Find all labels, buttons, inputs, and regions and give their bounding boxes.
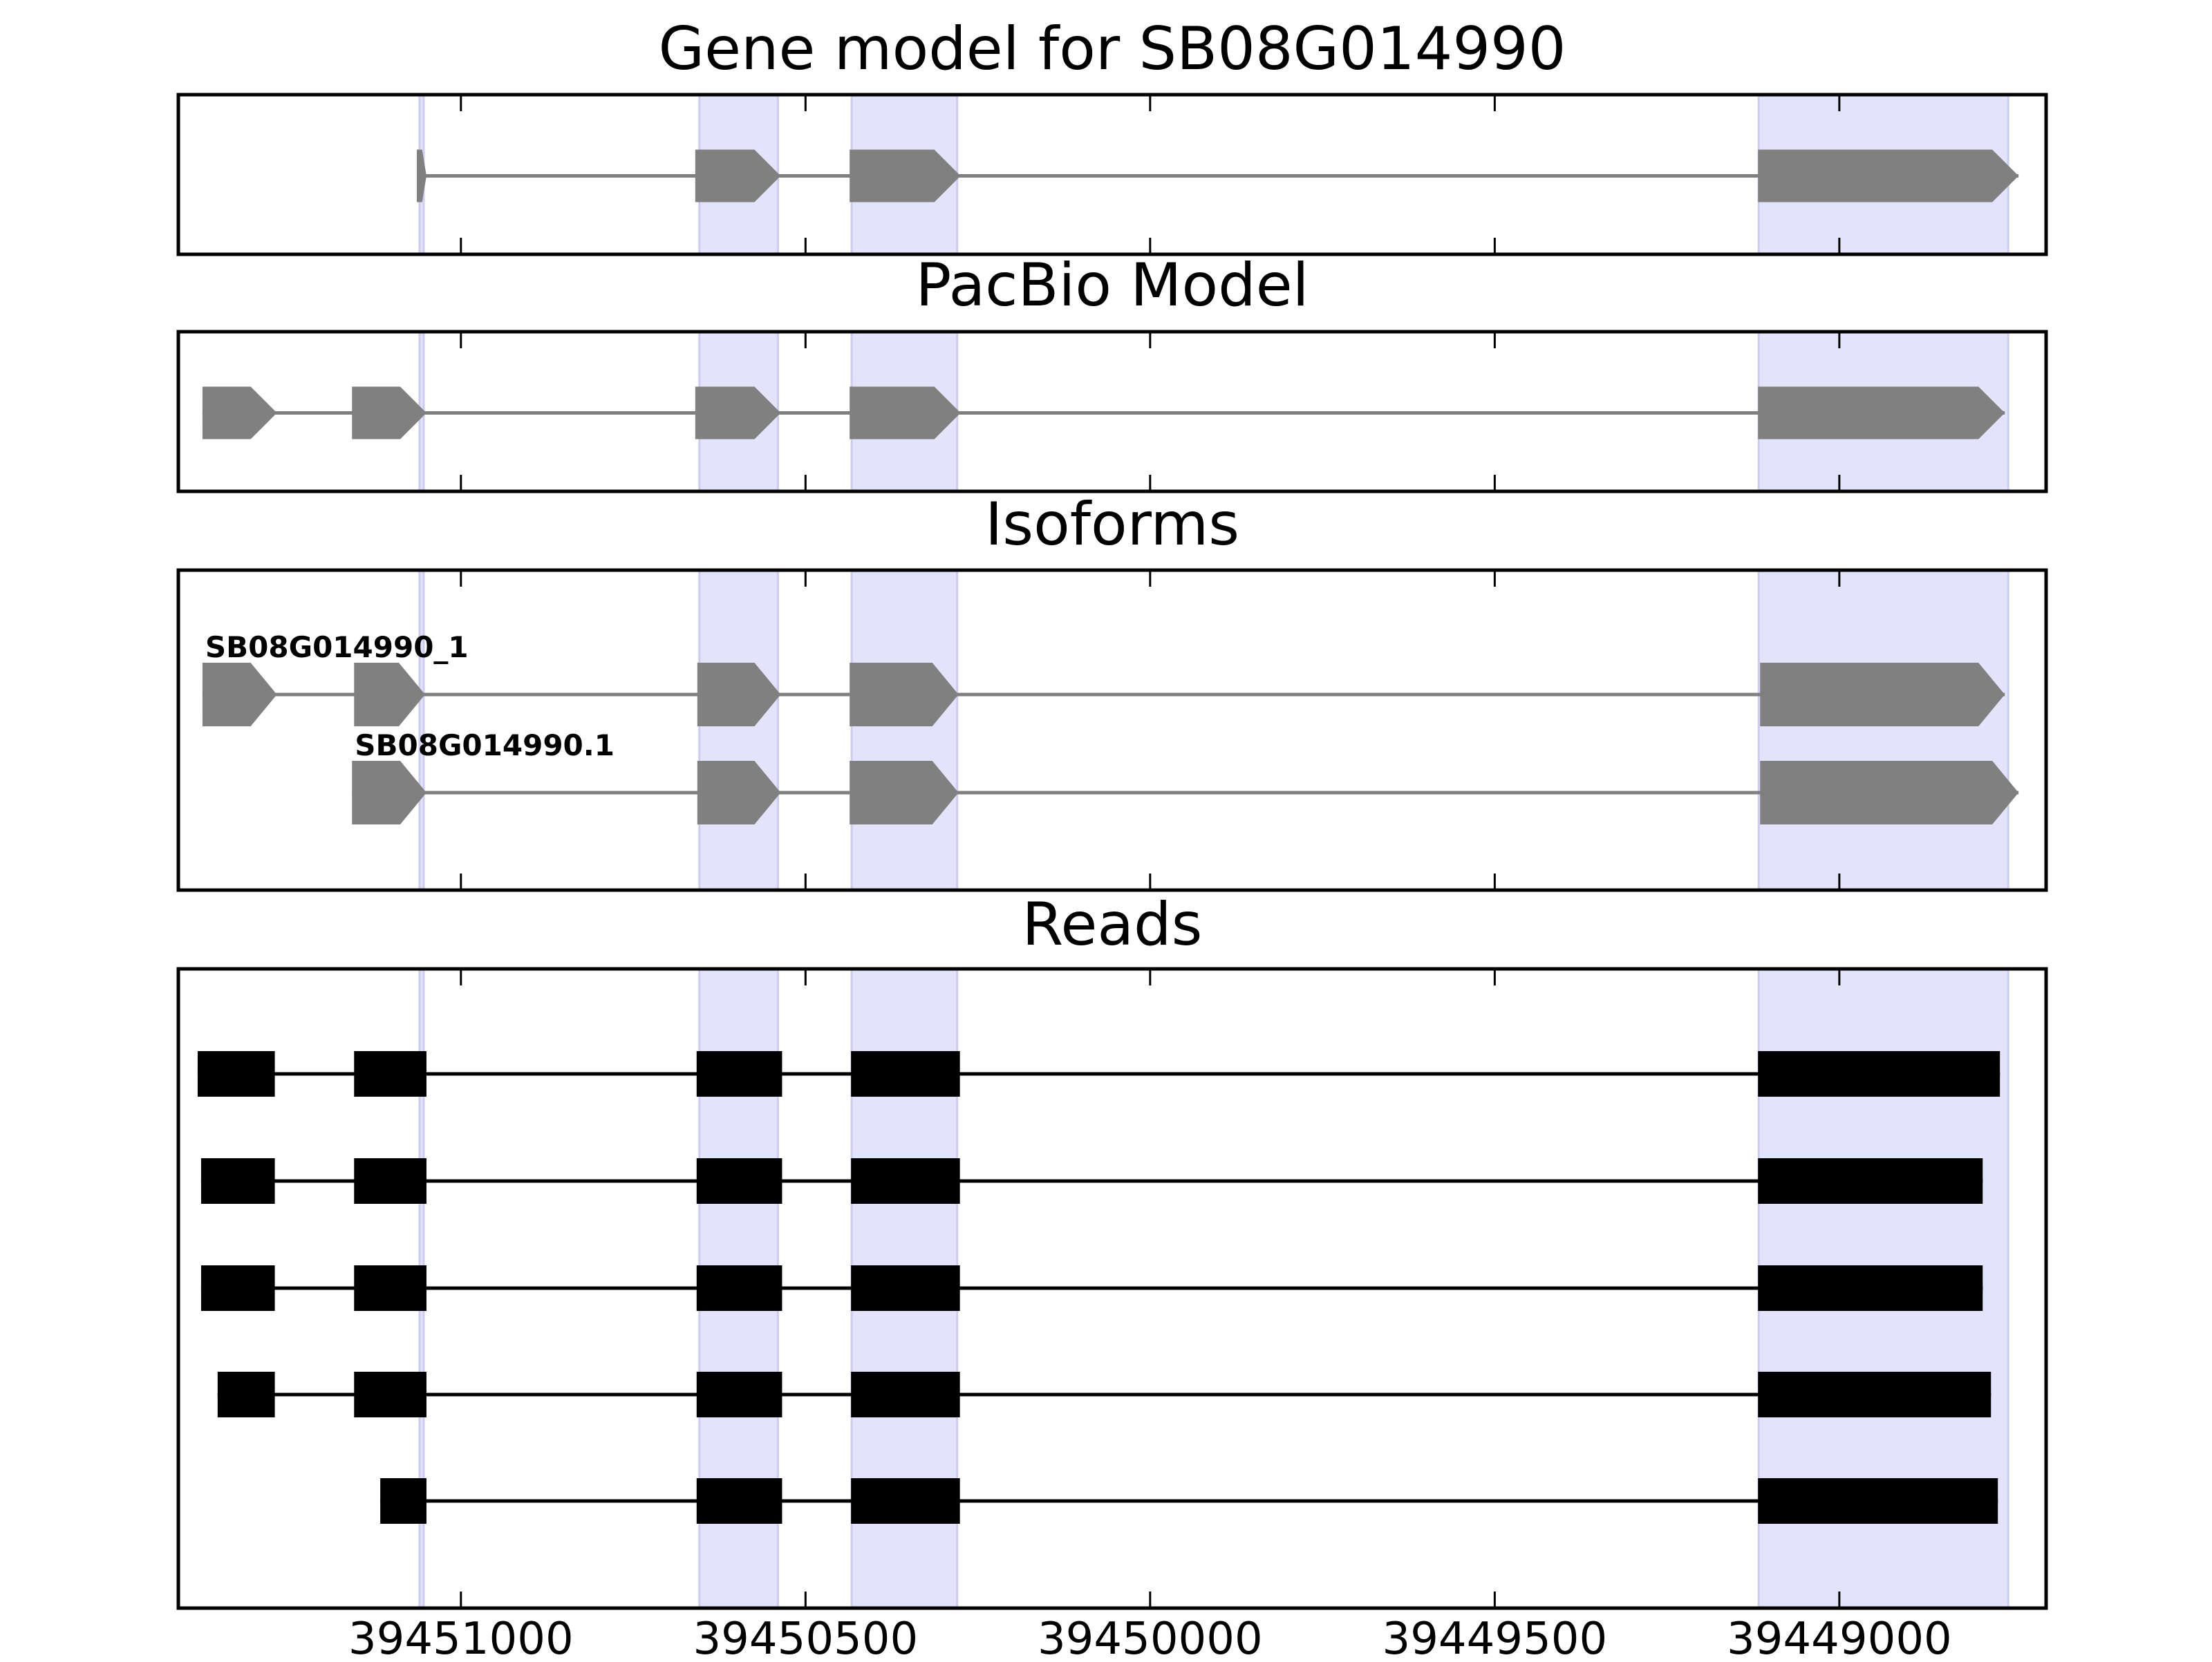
read-1-block xyxy=(197,1051,275,1097)
isoform-transcript-exon xyxy=(202,663,277,726)
read-3-block xyxy=(696,1265,782,1311)
read-2-block xyxy=(851,1158,960,1204)
panel-title: Isoforms xyxy=(985,490,1239,559)
read-2-block xyxy=(1758,1158,1983,1204)
panel-title: Reads xyxy=(1022,890,1203,959)
gene-transcript-exon xyxy=(1758,149,2019,202)
isoform-transcript-exon xyxy=(1760,663,2005,726)
highlight-region xyxy=(1757,569,2009,891)
read-5-block xyxy=(851,1478,960,1524)
gene-transcript-exon xyxy=(850,149,961,202)
panel-frame xyxy=(176,330,2048,493)
x-tick-label: 39449500 xyxy=(1382,1614,1607,1659)
isoform-transcript-exon xyxy=(697,761,781,824)
x-tick-label: 39450500 xyxy=(693,1614,918,1659)
gene-transcript-exon xyxy=(695,149,781,202)
isoform-label: SB08G014990.1 xyxy=(355,728,615,762)
panel-reads: Reads xyxy=(176,890,2048,1610)
panel-title: PacBio Model xyxy=(915,251,1309,320)
panel-isoforms: SB08G014990_1 SB08G014990.1 Isoforms xyxy=(176,490,2048,892)
read-2-block xyxy=(200,1158,275,1204)
isoform-transcript-exon xyxy=(850,663,959,726)
read-1-block xyxy=(354,1051,427,1097)
isoform-transcript-exon xyxy=(1760,761,2019,824)
read-4-block xyxy=(851,1372,960,1417)
panel-frame xyxy=(176,568,2048,892)
read-2-block xyxy=(696,1158,782,1204)
pacbio-transcript-exon xyxy=(1758,386,2005,440)
read-4-block xyxy=(354,1372,427,1417)
isoform-label: SB08G014990_1 xyxy=(205,630,469,664)
read-5-block xyxy=(380,1478,427,1524)
read-1-block xyxy=(696,1051,782,1097)
read-3-block xyxy=(354,1265,427,1311)
panel-frame xyxy=(176,93,2048,256)
pacbio-transcript-exon xyxy=(695,386,781,440)
read-1-block xyxy=(1758,1051,2000,1097)
x-tick-label: 39451000 xyxy=(348,1614,574,1659)
isoform-transcript-exon xyxy=(697,663,781,726)
read-3-block xyxy=(851,1265,960,1311)
read-4-block xyxy=(1758,1372,1991,1417)
read-1-block xyxy=(851,1051,960,1097)
x-tick-label: 39450000 xyxy=(1038,1614,1263,1659)
isoform-transcript-exon xyxy=(352,761,427,824)
panel-pacbio: PacBio Model xyxy=(176,251,2048,493)
pacbio-transcript-exon xyxy=(850,386,961,440)
panel-title: Gene model for SB08G014990 xyxy=(659,15,1566,84)
panel-frame xyxy=(176,967,2048,1610)
read-3-block xyxy=(200,1265,275,1311)
gene-transcript-exon xyxy=(416,149,427,202)
read-4-block xyxy=(217,1372,275,1417)
read-5-block xyxy=(696,1478,782,1524)
pacbio-transcript-exon xyxy=(202,386,277,440)
read-3-block xyxy=(1758,1265,1983,1311)
pacbio-transcript-exon xyxy=(352,386,427,440)
highlight-region xyxy=(698,569,779,891)
read-5-block xyxy=(1758,1478,1998,1524)
panel-gene: Gene model for SB08G014990 xyxy=(176,15,2048,256)
x-tick-label: 39449000 xyxy=(1727,1614,1952,1659)
read-4-block xyxy=(696,1372,782,1417)
isoform-transcript-exon xyxy=(354,663,425,726)
read-2-block xyxy=(354,1158,427,1204)
highlight-region xyxy=(850,569,959,891)
isoform-transcript-exon xyxy=(850,761,959,824)
